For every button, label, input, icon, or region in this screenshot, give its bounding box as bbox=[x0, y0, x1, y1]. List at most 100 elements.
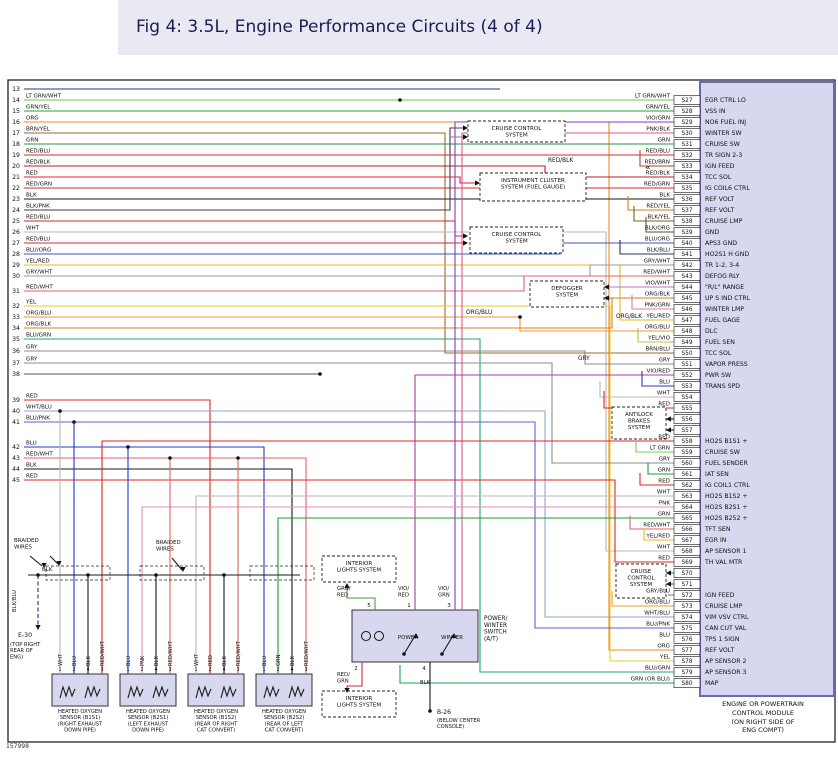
pin-box bbox=[673, 645, 701, 655]
wire-color-label: RED/BLU bbox=[26, 215, 50, 221]
wire-color-label: BLU/ORG bbox=[645, 237, 670, 243]
wire bbox=[633, 206, 674, 222]
float-label: 2 bbox=[140, 667, 143, 673]
arrow-head bbox=[180, 567, 186, 572]
pin-number: S35 bbox=[681, 186, 692, 192]
float-label: 2 bbox=[354, 666, 358, 672]
pin-box bbox=[673, 458, 701, 468]
pin-number: S34 bbox=[681, 175, 692, 181]
wire bbox=[629, 516, 674, 530]
wire-color-label: ORG/BLK bbox=[645, 292, 670, 298]
wire bbox=[627, 196, 674, 211]
wire bbox=[263, 685, 280, 699]
pin-number: S38 bbox=[681, 219, 692, 225]
arrow-head bbox=[666, 581, 671, 587]
system-box-label: DEFOGGER SYSTEM bbox=[551, 286, 583, 299]
wire bbox=[24, 410, 674, 618]
wire-color-label: GRN/YEL bbox=[26, 105, 51, 111]
pin-box bbox=[673, 260, 701, 270]
arrow-head bbox=[56, 561, 62, 566]
float-label: 3 bbox=[447, 603, 451, 609]
pin-number: S65 bbox=[681, 516, 692, 522]
junction-dot bbox=[222, 573, 226, 577]
float-label: BLK bbox=[42, 567, 53, 573]
system-box-label: INSTRUMENT CLUSTER SYSTEM (FUEL GAUGE) bbox=[501, 178, 565, 191]
float-label: BRAIDED WIRES bbox=[14, 538, 39, 550]
float-label: RED/BLK bbox=[548, 158, 573, 164]
signal-label: REF VOLT bbox=[705, 647, 734, 654]
signal-label: REF VOLT bbox=[705, 207, 734, 214]
signal-label: TH VAL MTR bbox=[704, 559, 743, 566]
float-label: E-30 bbox=[18, 632, 32, 639]
pin-box bbox=[673, 546, 701, 556]
signal-label: HO2S B252 + bbox=[705, 515, 748, 522]
pin-number: S36 bbox=[681, 197, 692, 203]
wire-color-label: ORG bbox=[26, 116, 39, 122]
signal-label: HO2S B1S1 + bbox=[705, 438, 748, 445]
float-label: 1 bbox=[194, 667, 197, 673]
float-label: BLK/BLU bbox=[12, 590, 18, 612]
wire-color-label: RED/BLU bbox=[646, 149, 670, 155]
wire bbox=[619, 240, 674, 255]
wire-color-label: LT GRN/WHT bbox=[635, 94, 671, 100]
junction-dot bbox=[518, 315, 522, 319]
wire bbox=[637, 328, 674, 343]
float-label: BLU bbox=[262, 656, 268, 666]
float-label: PNK bbox=[140, 655, 146, 666]
float-label: WHT bbox=[194, 653, 200, 666]
pin-number: S75 bbox=[681, 626, 692, 632]
signal-label: WINTER LMP bbox=[705, 306, 744, 313]
left-pin-number: 15 bbox=[12, 108, 20, 115]
pin-number: S68 bbox=[681, 549, 692, 555]
signal-label: FUEL SENDER bbox=[705, 460, 749, 467]
pin-box bbox=[673, 667, 701, 677]
wire bbox=[277, 517, 674, 674]
wire-color-label: GRN (OR BLU) bbox=[631, 677, 670, 683]
control-module-label: ENGINE OR POWERTRAIN CONTROL MODULE (ON … bbox=[722, 700, 804, 735]
float-label: BLU bbox=[72, 656, 78, 666]
pin-number: S64 bbox=[681, 505, 692, 511]
pin-number: S43 bbox=[681, 274, 692, 280]
wire-color-label: BLK/BLU bbox=[647, 248, 670, 254]
pin-box bbox=[673, 601, 701, 611]
signal-label: WINTER SW bbox=[705, 130, 742, 137]
signal-label: IGN FEED bbox=[705, 163, 735, 170]
float-label: 4 bbox=[222, 667, 225, 673]
pin-box bbox=[673, 106, 701, 116]
wire-color-label: VIO/GRN bbox=[646, 116, 670, 122]
pin-number: S49 bbox=[681, 340, 692, 346]
system-box bbox=[321, 690, 397, 718]
system-box-label: CRUISE CONTROL SYSTEM bbox=[627, 569, 655, 588]
wire-color-label: BLK bbox=[26, 193, 37, 199]
left-pin-number: 18 bbox=[12, 141, 20, 148]
pin-number: S69 bbox=[681, 560, 692, 566]
wire bbox=[24, 468, 293, 674]
junction-dot bbox=[58, 409, 62, 413]
wire-color-label: RED/WHT bbox=[643, 523, 670, 529]
signal-label: UP S IND CTRL bbox=[705, 295, 751, 302]
wire-color-label: RED/WHT bbox=[26, 452, 53, 458]
arrow-head bbox=[344, 688, 350, 693]
arrow-head bbox=[451, 633, 457, 638]
wire-color-label: LT GRN/WHT bbox=[26, 94, 62, 100]
pin-number: S48 bbox=[681, 329, 692, 335]
wire-color-label: BLU bbox=[659, 633, 670, 639]
pin-number: S41 bbox=[681, 252, 692, 258]
left-pin-number: 24 bbox=[12, 207, 20, 214]
pin-box bbox=[673, 95, 701, 105]
float-label: BLU bbox=[126, 656, 132, 666]
left-pin-number: 38 bbox=[12, 371, 20, 378]
system-box bbox=[469, 226, 564, 254]
wire-color-label: GRY bbox=[659, 358, 671, 364]
wire-color-label: WHT bbox=[26, 226, 40, 232]
connector-symbol bbox=[374, 631, 384, 641]
left-pin-number: 23 bbox=[12, 196, 20, 203]
float-label: HEATED OXYGEN SENSOR (B1S2) (REAR OF RIGHT… bbox=[194, 709, 238, 733]
wire-color-label: BLK/PNK bbox=[26, 204, 50, 210]
pin-box bbox=[673, 678, 701, 688]
signal-label: CRUISE LMP bbox=[705, 603, 743, 610]
float-label: BLK bbox=[222, 656, 228, 666]
junction-dot bbox=[428, 709, 432, 713]
left-pin-number: 31 bbox=[12, 288, 20, 295]
wire bbox=[59, 685, 76, 699]
